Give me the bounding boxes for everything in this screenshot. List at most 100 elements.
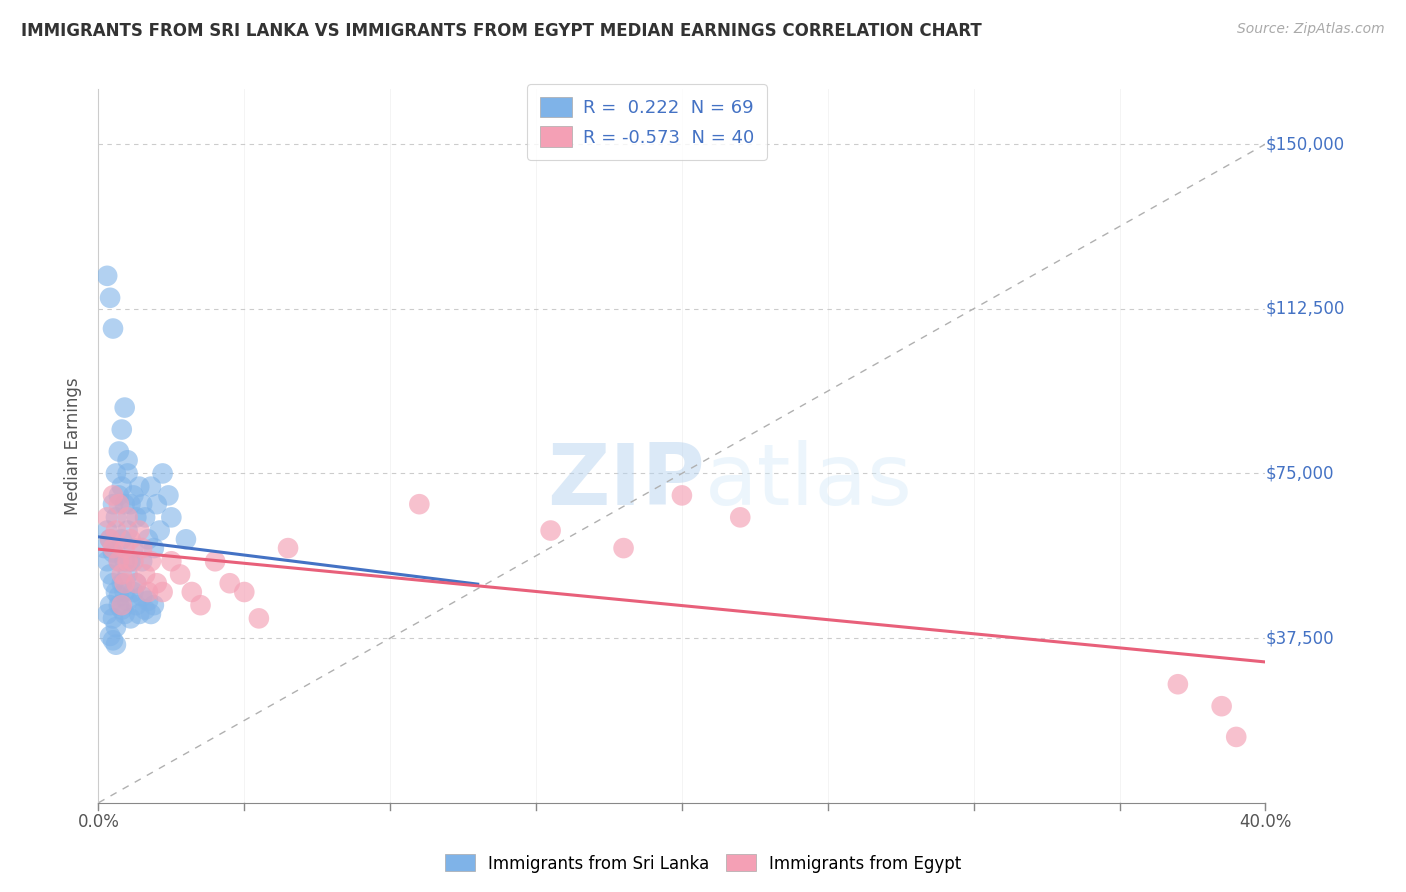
Point (111, 480, 134, 494)
Point (96, 607, 118, 621)
Point (671, 488, 693, 502)
Point (108, 444, 131, 458)
Point (98, 291, 121, 305)
Legend: R =  0.222  N = 69, R = -0.573  N = 40: R = 0.222 N = 69, R = -0.573 N = 40 (527, 84, 766, 160)
Point (131, 541, 153, 555)
Text: $37,500: $37,500 (1265, 629, 1334, 647)
Legend: Immigrants from Sri Lanka, Immigrants from Egypt: Immigrants from Sri Lanka, Immigrants fr… (437, 847, 969, 880)
Point (101, 497, 124, 511)
Point (190, 598, 212, 612)
Point (108, 554, 131, 568)
Point (277, 541, 299, 555)
Point (218, 576, 240, 591)
Point (111, 602, 134, 616)
Text: ZIP: ZIP (547, 440, 706, 524)
Point (139, 480, 162, 494)
Point (174, 533, 197, 547)
Y-axis label: Median Earnings: Median Earnings (65, 377, 83, 515)
Point (1167, 677, 1189, 691)
Point (108, 590, 131, 604)
Point (131, 497, 153, 511)
Point (111, 576, 134, 591)
Point (122, 585, 145, 599)
Point (125, 510, 148, 524)
Point (120, 611, 142, 625)
Point (114, 585, 136, 599)
Point (125, 576, 148, 591)
Point (104, 638, 127, 652)
Point (98, 567, 121, 582)
Point (114, 607, 136, 621)
Point (157, 488, 180, 502)
Point (146, 576, 169, 591)
Point (128, 480, 150, 494)
Point (125, 598, 148, 612)
Point (117, 554, 139, 568)
Point (169, 567, 191, 582)
Point (1225, 730, 1247, 744)
Point (108, 497, 131, 511)
Point (233, 585, 256, 599)
Point (122, 554, 145, 568)
Point (101, 541, 124, 555)
Point (101, 633, 124, 648)
Point (149, 524, 172, 538)
Point (120, 497, 142, 511)
Text: $112,500: $112,500 (1265, 300, 1344, 318)
Point (122, 541, 145, 555)
Point (152, 585, 174, 599)
Text: Source: ZipAtlas.com: Source: ZipAtlas.com (1237, 22, 1385, 37)
Point (180, 585, 202, 599)
Point (204, 554, 226, 568)
Point (104, 620, 127, 634)
Point (128, 524, 150, 538)
Point (108, 554, 131, 568)
Point (136, 585, 159, 599)
Point (146, 497, 169, 511)
Point (111, 423, 134, 437)
Point (96, 554, 118, 568)
Point (122, 488, 145, 502)
Point (134, 602, 156, 616)
Point (96, 268, 118, 283)
Point (142, 541, 165, 555)
Point (612, 541, 634, 555)
Point (120, 533, 142, 547)
Point (408, 497, 430, 511)
Point (98, 629, 121, 643)
Point (114, 554, 136, 568)
Point (101, 611, 124, 625)
Point (104, 524, 127, 538)
Point (139, 607, 162, 621)
Point (142, 598, 165, 612)
Point (108, 488, 131, 502)
Text: atlas: atlas (706, 440, 914, 524)
Point (101, 321, 124, 335)
Point (120, 554, 142, 568)
Point (136, 594, 159, 608)
Point (108, 598, 131, 612)
Point (125, 576, 148, 591)
Point (117, 567, 139, 582)
Point (98, 598, 121, 612)
Point (139, 554, 162, 568)
Point (101, 488, 124, 502)
Point (247, 611, 270, 625)
Text: $75,000: $75,000 (1265, 465, 1334, 483)
Point (117, 510, 139, 524)
Point (104, 585, 127, 599)
Point (114, 576, 136, 591)
Point (136, 533, 159, 547)
Point (114, 401, 136, 415)
Point (117, 467, 139, 481)
Text: IMMIGRANTS FROM SRI LANKA VS IMMIGRANTS FROM EGYPT MEDIAN EARNINGS CORRELATION C: IMMIGRANTS FROM SRI LANKA VS IMMIGRANTS … (21, 22, 981, 40)
Point (96, 524, 118, 538)
Point (131, 554, 153, 568)
Point (101, 545, 124, 559)
Point (134, 567, 156, 582)
Point (117, 524, 139, 538)
Point (117, 453, 139, 467)
Point (1211, 699, 1233, 714)
Point (111, 598, 134, 612)
Point (114, 541, 136, 555)
